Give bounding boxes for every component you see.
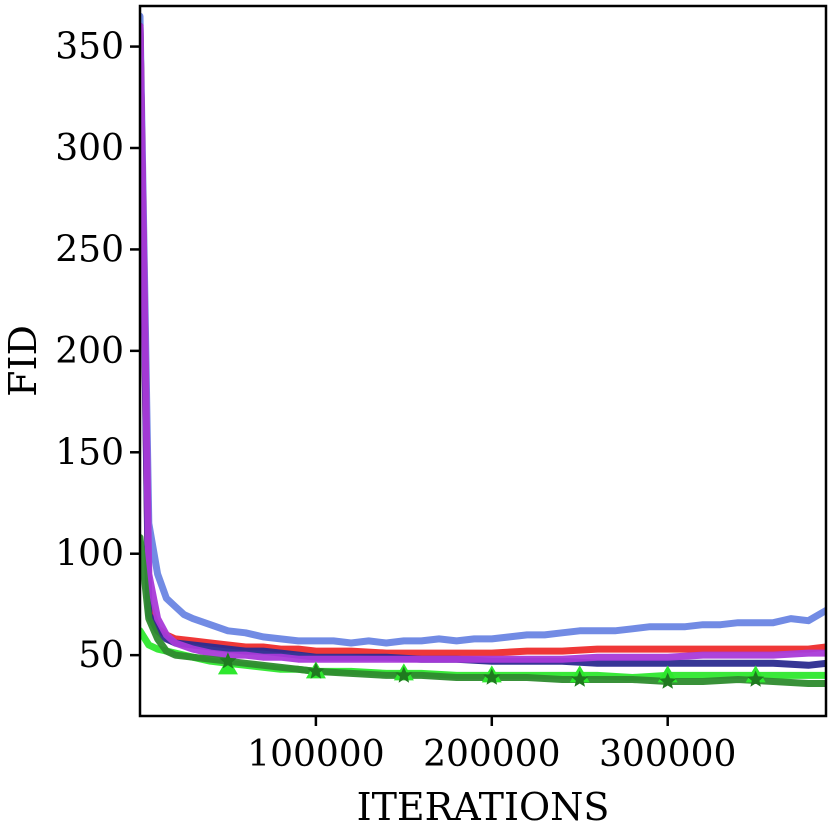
series-line-2	[140, 22, 826, 657]
y-tick-label: 250	[55, 229, 124, 270]
series-marker-star	[747, 670, 765, 687]
series-marker-star	[219, 652, 237, 669]
y-tick-label: 50	[78, 635, 124, 676]
x-tick-label: 200000	[423, 734, 560, 775]
series-line-6	[140, 534, 826, 687]
series-marker-star	[483, 668, 501, 685]
series-line-3	[140, 22, 826, 669]
series-marker-star	[571, 670, 589, 687]
y-tick-label: 100	[55, 534, 124, 575]
plot-frame	[138, 4, 828, 718]
series-line-1	[140, 12, 826, 647]
marker-layer	[217, 652, 766, 689]
series-marker-star	[659, 672, 677, 689]
x-tick-label: 100000	[247, 734, 384, 775]
y-tick-label: 300	[55, 128, 124, 169]
series-marker-triangle	[217, 657, 238, 675]
y-tick-label: 350	[55, 27, 124, 68]
series-line-4	[140, 22, 826, 663]
y-axis-title: FID	[1, 325, 45, 397]
x-tick-label: 300000	[599, 734, 736, 775]
y-axis-ticks: 50 100 150 200 250 300 350	[55, 27, 140, 676]
series-marker-star	[395, 666, 413, 683]
y-tick-label: 150	[55, 432, 124, 473]
series-marker-star	[307, 662, 325, 679]
x-axis-ticks: 100000 200000 300000	[247, 716, 736, 775]
series-layer	[140, 12, 826, 687]
y-tick-label: 200	[55, 331, 124, 372]
x-axis-title: ITERATIONS	[357, 785, 610, 829]
